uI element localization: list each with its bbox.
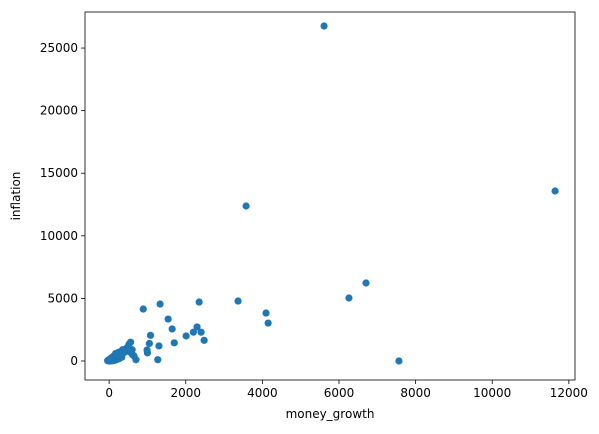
point — [168, 325, 176, 333]
y-tick-label: 10000 — [40, 229, 78, 243]
point — [130, 352, 138, 360]
point — [551, 187, 559, 195]
point — [320, 22, 328, 30]
point — [264, 319, 272, 327]
x-tick-label: 10000 — [473, 386, 511, 400]
y-tick-label: 0 — [70, 354, 78, 368]
point — [164, 315, 172, 323]
x-tick-label: 0 — [105, 386, 113, 400]
point — [193, 323, 201, 331]
x-tick-label: 4000 — [247, 386, 278, 400]
point — [112, 349, 120, 358]
x-axis-label: money_growth — [286, 407, 375, 421]
point — [189, 328, 198, 336]
point — [155, 342, 163, 350]
point — [114, 355, 122, 363]
point — [345, 294, 353, 302]
point — [234, 297, 242, 305]
x-tick-label: 2000 — [170, 386, 201, 400]
point — [146, 331, 155, 339]
y-tick-label: 5000 — [47, 291, 78, 305]
point — [395, 357, 403, 365]
point — [105, 357, 114, 365]
plot-frame — [84, 11, 576, 381]
point — [195, 298, 203, 306]
x-tick-label: 8000 — [400, 386, 431, 400]
x-tick-label: 12000 — [550, 386, 588, 400]
x-tick-label: 6000 — [324, 386, 355, 400]
y-axis-label: inflation — [9, 172, 23, 221]
point — [145, 339, 153, 348]
point — [242, 202, 250, 210]
point — [197, 328, 205, 336]
y-tick-label: 15000 — [40, 166, 78, 180]
point — [262, 309, 270, 317]
point — [154, 356, 162, 364]
point — [200, 336, 208, 344]
point — [139, 305, 147, 313]
point — [156, 300, 164, 308]
point — [362, 279, 370, 287]
point — [143, 349, 152, 357]
point — [170, 339, 178, 347]
point — [182, 332, 190, 340]
y-tick-label: 25000 — [40, 41, 78, 55]
y-tick-label: 20000 — [40, 104, 78, 118]
